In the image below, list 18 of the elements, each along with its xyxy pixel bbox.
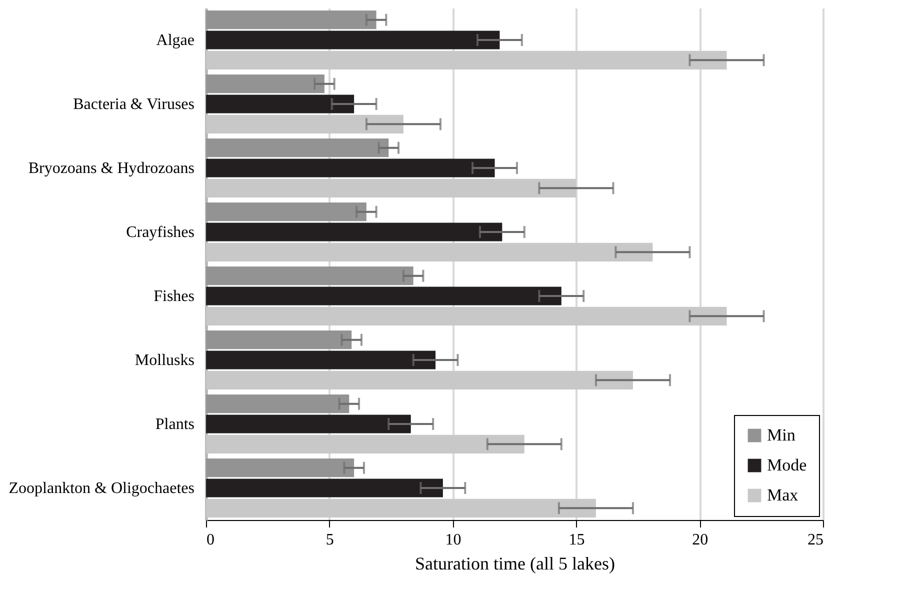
y-tick-label: Bacteria & Viruses <box>73 96 194 113</box>
legend-label: Min <box>767 426 796 444</box>
y-tick-label: Bryozoans & Hydrozoans <box>28 160 194 177</box>
x-tick-label: 25 <box>808 532 824 548</box>
y-tick-label: Plants <box>155 416 194 433</box>
legend-label: Max <box>767 486 799 504</box>
x-tick-label: 10 <box>445 532 462 548</box>
y-tick-label: Mollusks <box>134 352 194 369</box>
legend-label: Mode <box>767 456 807 474</box>
y-tick-label: Zooplankton & Oligochaetes <box>8 480 194 497</box>
x-tick-label: 20 <box>692 532 708 548</box>
y-tick-label: Crayfishes <box>126 224 194 241</box>
y-tick-label: Fishes <box>154 288 194 305</box>
x-tick-label: 0 <box>206 532 214 548</box>
x-tick-label: 15 <box>568 532 585 548</box>
x-axis-title: Saturation time (all 5 lakes) <box>415 554 615 574</box>
y-tick-label: Algae <box>156 32 194 49</box>
x-tick-label: 5 <box>326 532 334 548</box>
